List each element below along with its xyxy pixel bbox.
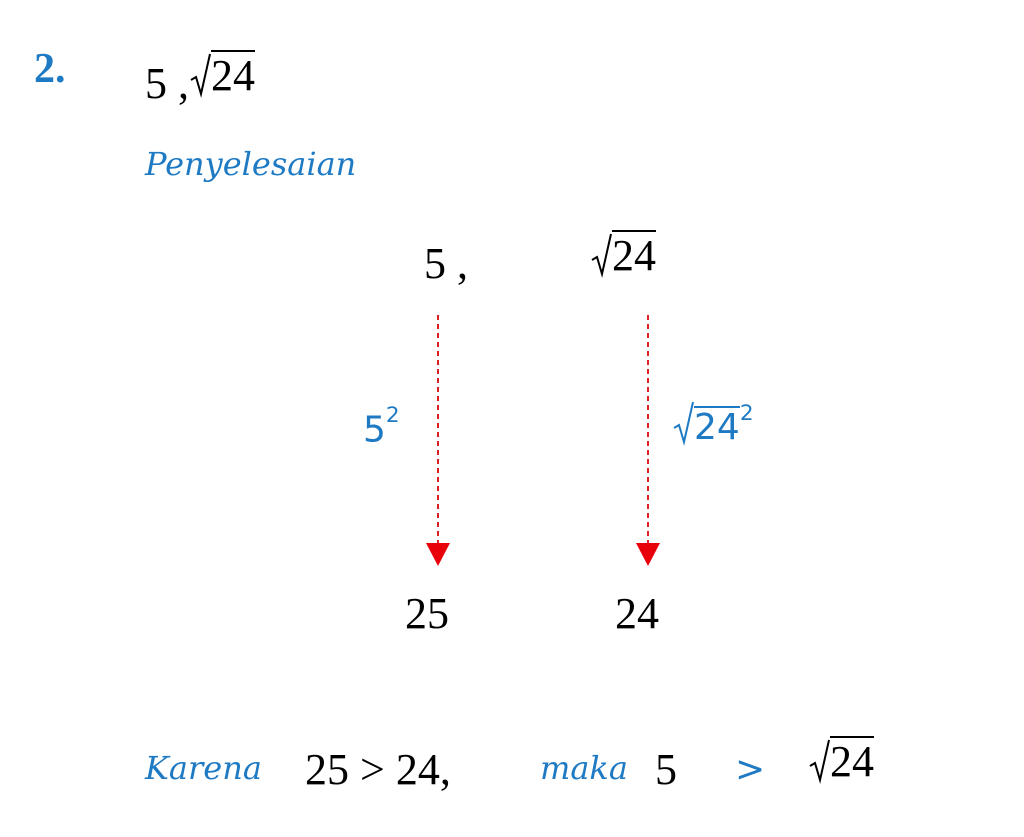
- operation-radicand: 24: [694, 406, 740, 448]
- conclusion-radicand: 24: [830, 736, 874, 786]
- step-radicand: 24: [612, 230, 656, 280]
- conclusion-right: 24: [808, 736, 874, 792]
- conclusion-comparison: 25 > 24,: [305, 745, 451, 794]
- problem-separator: ,: [178, 59, 189, 108]
- radical-sign: [190, 53, 211, 98]
- operation-exponent: 2: [739, 401, 754, 427]
- radical-sign: [673, 401, 694, 446]
- conclusion-then: maka: [540, 749, 628, 787]
- operation-base: 5: [363, 409, 386, 451]
- radical-sign: [591, 233, 612, 278]
- operation: 24 2: [672, 400, 754, 453]
- operation: 52: [363, 405, 400, 448]
- operation-exponent: 2: [385, 403, 400, 428]
- step-start: 5 ,: [424, 239, 468, 288]
- conclusion-relation: >: [735, 749, 766, 790]
- arrow-head: [636, 543, 660, 566]
- heading: Penyelesaian: [145, 145, 357, 183]
- problem-expression: 5 , 24: [145, 50, 255, 106]
- problem-first: 5: [145, 59, 167, 108]
- conclusion-left: 5: [655, 745, 677, 794]
- step-start-radical: 24: [590, 230, 656, 286]
- conclusion-because: Karena: [145, 749, 262, 787]
- radical: 24: [189, 50, 255, 98]
- problem-radicand: 24: [211, 50, 255, 100]
- arrow-head: [426, 543, 450, 566]
- result: 24: [615, 589, 659, 638]
- result: 25: [405, 589, 449, 638]
- radical-sign: [809, 739, 830, 784]
- problem-number: 2.: [34, 46, 66, 92]
